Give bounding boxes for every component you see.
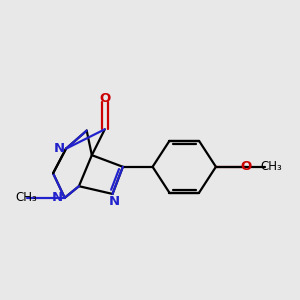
Text: O: O bbox=[99, 92, 110, 105]
Text: O: O bbox=[240, 160, 251, 173]
Text: CH₃: CH₃ bbox=[261, 160, 282, 173]
Text: N: N bbox=[54, 142, 65, 155]
Text: N: N bbox=[108, 195, 119, 208]
Text: CH₃: CH₃ bbox=[15, 191, 37, 204]
Text: N: N bbox=[52, 191, 63, 204]
